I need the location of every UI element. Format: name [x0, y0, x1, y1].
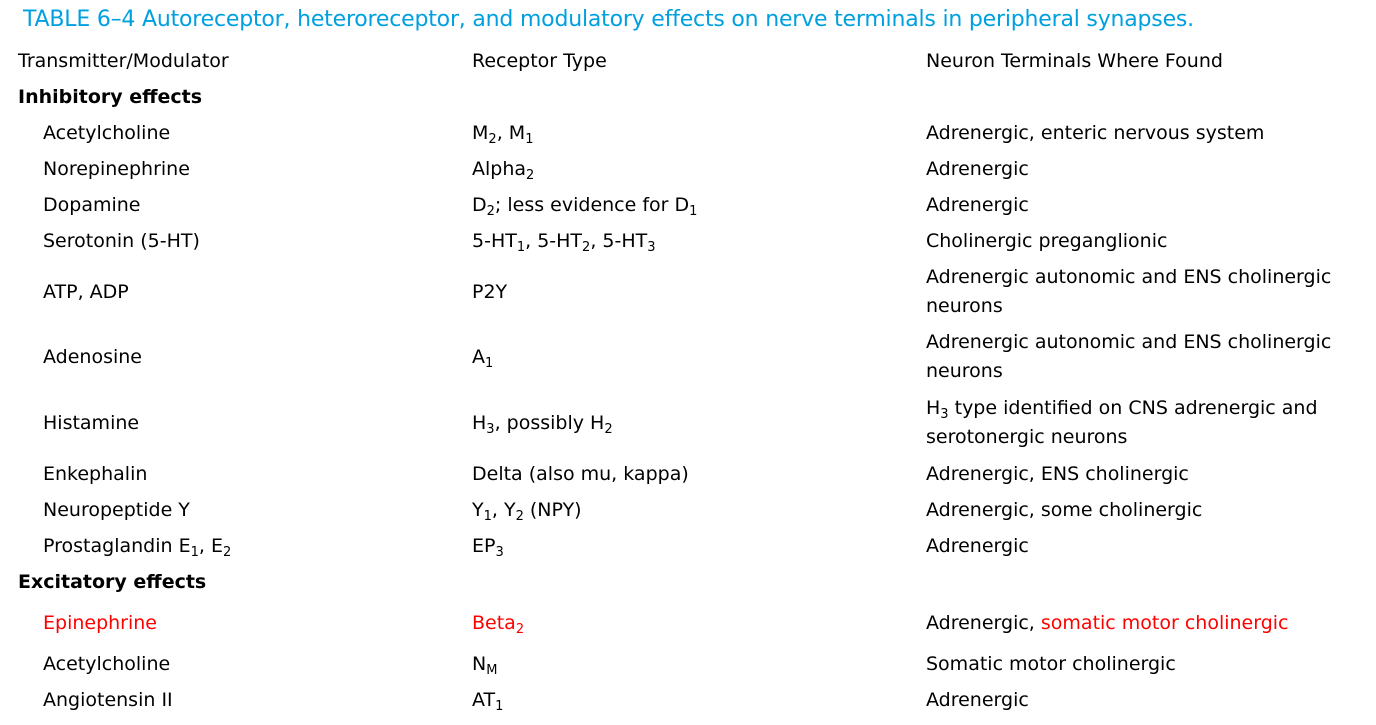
transmitter-text: Prostaglandin E	[43, 535, 191, 557]
receptor-text: 5-HT	[472, 230, 517, 252]
receptor-text: EP	[472, 535, 496, 557]
terminals-cell: Adrenergic, ENS cholinergic	[926, 463, 1189, 485]
transmitter-cell: Histamine	[43, 412, 140, 434]
transmitter-cell: Neuropeptide Y	[43, 499, 190, 521]
receptor-subscript: 3	[486, 422, 495, 437]
receptor-subscript: 3	[495, 545, 504, 560]
terminals-cell: Adrenergic, enteric nervous system	[926, 122, 1265, 144]
transmitter-cell: Dopamine	[43, 194, 141, 216]
terminals-cell-line1: Adrenergic autonomic and ENS cholinergic	[926, 331, 1332, 353]
terminals-cell: Somatic motor cholinergic	[926, 653, 1176, 675]
receptor-cell: D2; less evidence for D1	[472, 191, 697, 222]
terminals-cell-line1: H3 type identified on CNS adrenergic and	[926, 394, 1318, 425]
receptor-subscript: 2	[488, 132, 497, 147]
receptor-cell: Beta2	[472, 609, 524, 640]
receptor-text: , 5-HT	[590, 230, 648, 252]
terminals-cell: Adrenergic, some cholinergic	[926, 499, 1203, 521]
receptor-subscript: 1	[495, 699, 504, 714]
receptor-text: , Y	[491, 499, 516, 521]
terminals-subscript: 3	[940, 407, 949, 422]
receptor-cell: 5-HT1, 5-HT2, 5-HT3	[472, 227, 656, 258]
transmitter-cell: Enkephalin	[43, 463, 148, 485]
table-title: TABLE 6–4 Autoreceptor, heteroreceptor, …	[23, 7, 1194, 32]
receptor-cell: P2Y	[472, 281, 508, 303]
transmitter-text: , E	[198, 535, 223, 557]
receptor-cell: Delta (also mu, kappa)	[472, 463, 689, 485]
transmitter-cell: Acetylcholine	[43, 122, 171, 144]
terminals-cell: Adrenergic	[926, 194, 1029, 216]
receptor-subscript: 3	[647, 240, 656, 255]
receptor-subscript: 2	[526, 168, 535, 183]
header-terminals: Neuron Terminals Where Found	[926, 50, 1223, 72]
section-excitatory: Excitatory effects	[18, 571, 207, 593]
receptor-text: , 5-HT	[525, 230, 583, 252]
receptor-cell: A1	[472, 343, 493, 374]
receptor-text: , possibly H	[494, 412, 605, 434]
receptor-subscript: 2	[582, 240, 591, 255]
receptor-cell: AT1	[472, 686, 503, 717]
receptor-cell: M2, M1	[472, 119, 533, 150]
transmitter-subscript: 1	[190, 545, 199, 560]
receptor-subscript: 2	[515, 622, 525, 637]
transmitter-cell: Prostaglandin E1, E2	[43, 532, 231, 563]
terminals-cell-line2: serotonergic neurons	[926, 426, 1128, 448]
terminals-text: H	[926, 397, 941, 419]
terminals-cell-line1: Adrenergic autonomic and ENS cholinergic	[926, 266, 1332, 288]
receptor-text: ,	[496, 122, 509, 144]
receptor-subscript: 2	[604, 422, 613, 437]
section-inhibitory: Inhibitory effects	[18, 86, 203, 108]
receptor-text: D	[472, 194, 487, 216]
transmitter-cell: Epinephrine	[43, 612, 157, 634]
receptor-text: M	[508, 122, 526, 144]
receptor-subscript: 2	[486, 204, 495, 219]
receptor-subscript: 2	[515, 509, 524, 524]
receptor-subscript: 1	[485, 356, 494, 371]
receptor-subscript: 1	[483, 509, 492, 524]
receptor-subscript: M	[486, 663, 498, 678]
receptor-subscript: 1	[525, 132, 534, 147]
receptor-cell: H3, possibly H2	[472, 409, 613, 440]
receptor-text: ; less evidence for D	[494, 194, 690, 216]
transmitter-cell: Norepinephrine	[43, 158, 190, 180]
receptor-subscript: 1	[516, 240, 526, 255]
terminals-highlight: somatic motor cholinergic	[1040, 612, 1289, 634]
receptor-text: Alpha	[472, 158, 527, 180]
terminals-text: type identified on CNS adrenergic and	[948, 397, 1318, 419]
terminals-text: Adrenergic,	[926, 612, 1041, 634]
transmitter-subscript: 2	[222, 545, 232, 560]
receptor-text: M	[472, 122, 489, 144]
header-transmitter: Transmitter/Modulator	[18, 50, 229, 72]
terminals-cell-line2: neurons	[926, 295, 1003, 317]
terminals-cell: Cholinergic preganglionic	[926, 230, 1168, 252]
terminals-cell-line2: neurons	[926, 360, 1003, 382]
receptor-text: Y	[472, 499, 484, 521]
receptor-text: A	[472, 346, 485, 368]
receptor-text: AT	[472, 689, 496, 711]
terminals-cell: Adrenergic	[926, 158, 1029, 180]
transmitter-cell: Angiotensin II	[43, 689, 173, 711]
transmitter-cell: Acetylcholine	[43, 653, 171, 675]
receptor-text: H	[472, 412, 487, 434]
transmitter-cell: Adenosine	[43, 346, 142, 368]
receptor-cell: NM	[472, 650, 497, 681]
receptor-cell: Y1, Y2 (NPY)	[472, 496, 582, 527]
receptor-subscript: 1	[689, 204, 698, 219]
terminals-cell: Adrenergic, somatic motor cholinergic	[926, 609, 1289, 638]
receptor-text: (NPY)	[523, 499, 582, 521]
header-receptor: Receptor Type	[472, 50, 607, 72]
receptor-cell: EP3	[472, 532, 504, 563]
transmitter-cell: ATP, ADP	[43, 281, 129, 303]
receptor-text: N	[472, 653, 487, 675]
receptor-cell: Alpha2	[472, 155, 534, 186]
receptor-text: Beta	[472, 612, 516, 634]
terminals-cell: Adrenergic	[926, 535, 1029, 557]
terminals-cell: Adrenergic	[926, 689, 1029, 711]
transmitter-cell: Serotonin (5-HT)	[43, 230, 200, 252]
